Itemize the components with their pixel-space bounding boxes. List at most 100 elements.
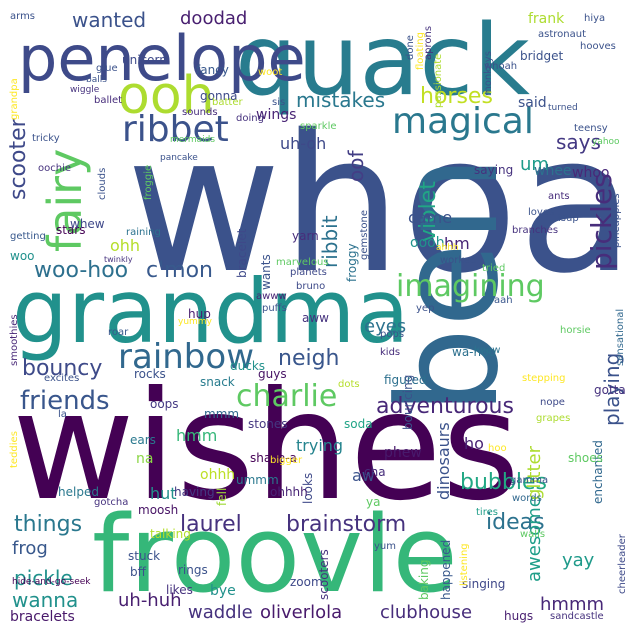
word-happened: happened bbox=[439, 539, 453, 600]
word-bye: bye bbox=[210, 583, 236, 599]
word-worked: worked bbox=[440, 255, 477, 266]
word-stars: stars bbox=[56, 223, 86, 237]
word-yay: yay bbox=[562, 550, 595, 571]
word-grapes: grapes bbox=[536, 413, 571, 424]
word-ahhh: ahhh bbox=[436, 243, 459, 253]
word-walls: walls bbox=[520, 529, 546, 540]
word-yum: yum bbox=[374, 541, 396, 552]
word-passionate: passionate bbox=[433, 53, 444, 108]
word-frank: frank bbox=[528, 11, 565, 27]
word-aww: aww bbox=[302, 311, 329, 325]
word-cha: cha bbox=[364, 465, 386, 479]
word-monkeys: monkeys bbox=[483, 51, 494, 96]
word-fell: fell bbox=[215, 487, 229, 506]
word-brainstorm: brainstorm bbox=[286, 512, 407, 537]
word-puffs: puffs bbox=[262, 303, 287, 314]
word-zoom: zoom bbox=[290, 575, 323, 589]
word-doing: doing bbox=[236, 113, 264, 124]
word-mmm: mmm bbox=[204, 407, 240, 421]
word-sensational: sensational bbox=[615, 308, 626, 366]
word-says: says bbox=[556, 130, 601, 154]
word-whoah: whoah bbox=[484, 61, 518, 72]
word-wiggle: wiggle bbox=[70, 85, 100, 95]
word-woo-hoo: woo-hoo bbox=[34, 258, 129, 283]
word-eyes: eyes bbox=[364, 316, 407, 337]
word-horses: horses bbox=[420, 84, 493, 109]
word-teensy: teensy bbox=[574, 123, 608, 134]
word-wanted: wanted bbox=[72, 8, 147, 32]
word-stepping: stepping bbox=[522, 373, 566, 384]
word-ideas: ideas bbox=[486, 510, 545, 535]
word-oof: oof bbox=[344, 150, 368, 182]
word-ohhhh: ohhhh bbox=[270, 485, 308, 499]
word-horsie: horsie bbox=[560, 325, 591, 336]
word-ya: ya bbox=[366, 495, 381, 509]
word-having: having bbox=[174, 485, 215, 499]
word-ohhh: ohhh bbox=[200, 467, 236, 483]
word-grandpa: grandpa bbox=[9, 78, 20, 120]
word-dots: dots bbox=[338, 379, 360, 390]
word-soda: soda bbox=[344, 417, 373, 431]
word-froggy: froggy bbox=[345, 243, 359, 282]
word-bouncing: bouncing bbox=[401, 374, 415, 430]
word-isup: isup bbox=[558, 213, 579, 224]
word-whoa: whoa bbox=[126, 94, 635, 315]
word-bruno: bruno bbox=[296, 281, 326, 292]
word-awww: awww bbox=[256, 291, 287, 302]
word-quack: quack bbox=[235, 4, 531, 118]
word-twinkly: twinkly bbox=[104, 255, 133, 264]
word-clouds: clouds bbox=[97, 167, 108, 200]
word-froggie: froggie bbox=[143, 164, 154, 200]
word-raining: raining bbox=[126, 227, 161, 238]
word-balls: balls bbox=[86, 75, 107, 85]
word-batter: batter bbox=[212, 97, 243, 108]
word-scooters: scooters bbox=[317, 549, 331, 600]
word-hoo: hoo bbox=[488, 443, 507, 454]
word-yarn: yarn bbox=[292, 229, 319, 243]
word-bff: bff bbox=[130, 565, 146, 579]
word-rocks: rocks bbox=[134, 367, 166, 381]
word-wanna: wanna bbox=[12, 588, 79, 612]
word-pickle: pickle bbox=[14, 566, 73, 590]
word-bracelets: bracelets bbox=[10, 609, 75, 625]
word-oochie: oochie bbox=[38, 163, 72, 174]
word-imagining: imagining bbox=[396, 269, 545, 304]
word-stuck: stuck bbox=[128, 549, 161, 563]
word-snack: snack bbox=[200, 375, 235, 389]
word-uh-huh: uh-huh bbox=[118, 590, 182, 611]
word-sandcastle: sandcastle bbox=[550, 611, 604, 622]
word-na: na bbox=[136, 451, 154, 467]
word-bouncy: bouncy bbox=[22, 356, 103, 381]
word-yahoo: yahoo bbox=[592, 137, 620, 147]
word-whew: whew bbox=[70, 217, 105, 231]
word-glue: glue bbox=[96, 63, 118, 74]
word-ooh: ooh bbox=[118, 66, 215, 126]
word-astronaut: astronaut bbox=[538, 29, 586, 40]
word-pineapples: pineapples bbox=[611, 193, 622, 248]
word-gonna: gonna bbox=[200, 89, 238, 103]
word-baking: baking bbox=[417, 559, 431, 600]
word-cheerleader: cheerleader bbox=[617, 534, 628, 594]
word-ohh: ohh bbox=[110, 236, 141, 255]
word-rings: rings bbox=[178, 563, 208, 577]
word-ummm: ummm bbox=[236, 473, 279, 487]
word-la: la bbox=[58, 409, 67, 420]
word-tires: tires bbox=[476, 507, 498, 518]
word-hmm: hmm bbox=[176, 426, 218, 445]
word-hide-and-go-seek: hide-and-go-seek bbox=[12, 577, 91, 587]
word-shoes: shoes bbox=[568, 451, 603, 465]
word-saying: saying bbox=[474, 163, 514, 177]
word-grandma: grandma bbox=[12, 260, 410, 363]
word-gotcha: gotcha bbox=[94, 497, 129, 508]
word-listening: listening bbox=[459, 543, 470, 586]
word-hut: hut bbox=[150, 484, 177, 503]
word-yummy: yummy bbox=[178, 317, 212, 327]
word-cmon: c'mon bbox=[146, 258, 213, 283]
word-smoothies: smoothies bbox=[9, 314, 20, 366]
word-teddies: teddies bbox=[9, 431, 20, 468]
word-wants: wants bbox=[259, 254, 273, 290]
word-clubhouse: clubhouse bbox=[380, 602, 473, 623]
word-wa-hoo: wa-hoo bbox=[452, 345, 496, 359]
word-enchanted: enchanted bbox=[591, 440, 605, 504]
